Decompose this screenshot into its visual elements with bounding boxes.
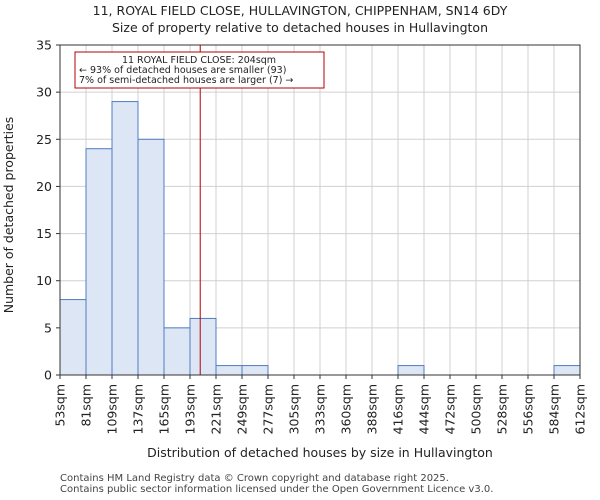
histogram-bar — [215, 365, 243, 376]
x-tick-label: 472sqm — [443, 384, 458, 434]
x-tick-label: 165sqm — [157, 384, 172, 434]
chart-subtitle: Size of property relative to detached ho… — [111, 20, 489, 35]
histogram-bar — [111, 101, 139, 376]
x-tick-label: 612sqm — [573, 384, 588, 434]
x-tick-label: 444sqm — [417, 384, 432, 434]
x-tick-label: 305sqm — [287, 384, 302, 434]
histogram-bar — [163, 327, 191, 376]
annotation-line-3: 7% of semi-detached houses are larger (7… — [79, 75, 293, 86]
histogram-bar — [85, 148, 113, 376]
y-tick-label: 20 — [36, 179, 52, 194]
histogram-bar — [553, 365, 581, 376]
y-tick-label: 30 — [36, 85, 52, 100]
histogram-bar — [189, 317, 217, 376]
annotation-box — [74, 51, 325, 89]
x-tick-label: 388sqm — [365, 384, 380, 434]
axes-layer: 0 5 10 15 20 25 30 35 53sqm 81sqm 109sqm 137sqm 165s… — [36, 38, 587, 435]
x-tick-label: 500sqm — [469, 384, 484, 434]
x-tick-label: 584sqm — [547, 384, 562, 434]
x-tick-label: 53sqm — [53, 384, 68, 427]
x-tick-label: 81sqm — [79, 384, 94, 427]
x-tick-label: 249sqm — [235, 384, 250, 434]
footer: Contains HM Land Registry data © Crown c… — [60, 473, 493, 495]
footer-line-1: Contains HM Land Registry data © Crown c… — [60, 473, 449, 484]
annotation-line-2: ← 93% of detached houses are smaller (93… — [79, 65, 286, 76]
y-tick-label: 5 — [44, 320, 52, 335]
x-tick-label: 221sqm — [209, 384, 224, 434]
footer-line-2: Contains public sector information licen… — [60, 484, 494, 495]
x-tick-label: 360sqm — [339, 384, 354, 434]
x-tick-label: 137sqm — [131, 384, 146, 434]
y-axis-label: Number of detached properties — [1, 117, 16, 314]
x-tick-label: 556sqm — [521, 384, 536, 434]
histogram-bar — [59, 299, 87, 376]
bars-layer — [59, 101, 581, 376]
histogram-bar — [137, 138, 165, 376]
chart-title: 11, ROYAL FIELD CLOSE, HULLAVINGTON, CHI… — [92, 3, 508, 18]
x-tick-label: 528sqm — [495, 384, 510, 434]
x-axis-label: Distribution of detached houses by size … — [147, 445, 493, 460]
x-tick-label: 277sqm — [261, 384, 276, 434]
x-tick-label: 416sqm — [391, 384, 406, 434]
y-tick-label: 10 — [36, 273, 52, 288]
y-tick-label: 35 — [36, 38, 52, 53]
y-tick-label: 25 — [36, 132, 52, 147]
x-tick-label: 193sqm — [183, 384, 198, 434]
histogram-bar — [241, 365, 269, 376]
y-tick-label: 15 — [36, 226, 52, 241]
histogram-bar — [397, 365, 425, 376]
x-tick-label: 109sqm — [105, 384, 120, 434]
y-tick-label: 0 — [44, 368, 52, 383]
x-tick-label: 333sqm — [313, 384, 328, 434]
annotation-line-1: 11 ROYAL FIELD CLOSE: 204sqm — [122, 55, 276, 66]
annotation-layer: 11 ROYAL FIELD CLOSE: 204sqm← 93% of det… — [74, 51, 325, 89]
